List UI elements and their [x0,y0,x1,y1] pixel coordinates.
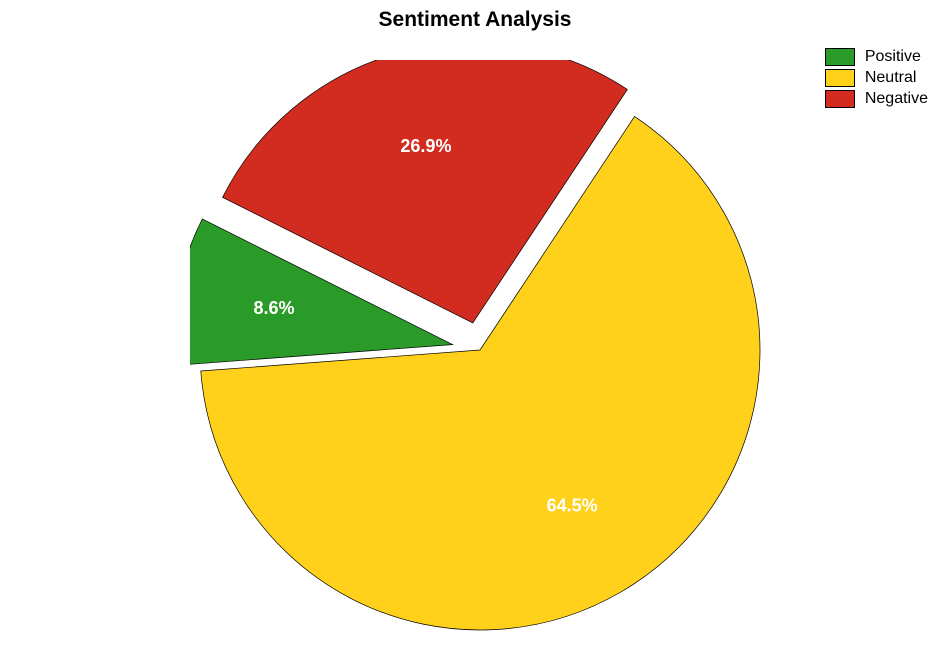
legend-label-positive: Positive [865,48,921,66]
legend-item-positive: Positive [825,48,928,66]
legend-label-neutral: Neutral [865,69,917,87]
slice-label-positive: 8.6% [253,298,294,318]
slice-label-negative: 26.9% [400,136,451,156]
legend-swatch-neutral [825,69,855,87]
legend-label-negative: Negative [865,90,928,108]
pie-svg: 26.9% 8.6% 64.5% [190,60,770,640]
chart-legend: Positive Neutral Negative [825,48,928,108]
chart-title: Sentiment Analysis [0,8,950,32]
legend-swatch-positive [825,48,855,66]
slice-label-neutral: 64.5% [547,496,598,516]
legend-item-neutral: Neutral [825,69,928,87]
legend-item-negative: Negative [825,90,928,108]
legend-swatch-negative [825,90,855,108]
sentiment-pie-chart: Sentiment Analysis 26.9% 8.6% 64.5% Positi… [0,0,950,662]
